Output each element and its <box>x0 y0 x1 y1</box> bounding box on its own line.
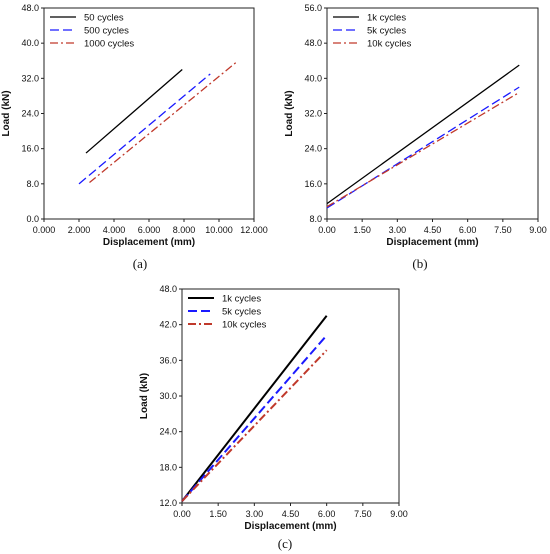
x-tick-label: 4.50 <box>424 225 442 235</box>
y-tick-label: 8.0 <box>26 179 39 189</box>
x-tick-label: 4.50 <box>282 509 300 519</box>
legend-label-1: 1k cycles <box>367 13 406 24</box>
legend-label-3: 10k cycles <box>367 39 412 50</box>
plot-frame <box>43 7 255 220</box>
y-tick-label: 24.0 <box>304 144 322 154</box>
legend: 50 cycles 500 cycles 1000 cycles <box>50 13 134 50</box>
x-tick-label: 6.00 <box>459 225 477 235</box>
panel-caption: (c) <box>278 536 292 551</box>
series-line-1 <box>181 315 328 502</box>
y-tick-label: 8.0 <box>309 214 322 224</box>
y-tick-label: 0.0 <box>26 214 39 224</box>
x-tick-label: 3.00 <box>389 225 407 235</box>
legend: 1k cycles 5k cycles 10k cycles <box>333 13 412 50</box>
series-line-1 <box>326 64 520 205</box>
x-tick-label: 7.50 <box>354 509 372 519</box>
legend-label-3: 1000 cycles <box>84 39 134 50</box>
y-tick-label: 40.0 <box>304 73 322 83</box>
x-tick-label: 7.50 <box>494 225 512 235</box>
y-tick-label: 24.0 <box>159 427 177 437</box>
legend-label-1: 1k cycles <box>222 294 261 305</box>
x-tick-label: 9.00 <box>390 509 408 519</box>
x-axis-label: Displacement (mm) <box>386 237 478 248</box>
y-tick-label: 48.0 <box>304 38 322 48</box>
legend: 1k cycles 5k cycles 10k cycles <box>188 294 267 331</box>
x-tick-label: 9.00 <box>529 225 547 235</box>
y-tick-label: 48.0 <box>159 284 177 294</box>
x-tick-label: 8.000 <box>173 225 196 235</box>
series-line-2 <box>78 73 211 185</box>
y-axis-label: Load (kN) <box>139 373 150 419</box>
plot-frame <box>181 288 400 504</box>
legend-label-2: 500 cycles <box>84 26 129 37</box>
series-line-3 <box>89 61 237 184</box>
x-tick-label: 12.000 <box>240 225 268 235</box>
panel-caption: (b) <box>412 256 427 271</box>
y-tick-label: 56.0 <box>304 3 322 13</box>
x-tick-label: 6.00 <box>318 509 336 519</box>
x-tick-label: 4.000 <box>103 225 126 235</box>
x-tick-label: 2.000 <box>68 225 91 235</box>
y-tick-label: 42.0 <box>159 320 177 330</box>
series-line-2 <box>326 86 520 209</box>
chart-a: 0.000 2.000 4.000 6.000 8.000 10.000 12.000 0.0… <box>1 3 268 271</box>
y-tick-label: 36.0 <box>159 355 177 365</box>
y-axis-label: Load (kN) <box>1 90 12 136</box>
x-axis-label: Displacement (mm) <box>244 521 336 532</box>
legend-label-2: 5k cycles <box>222 307 261 318</box>
series-line-3 <box>181 349 328 502</box>
y-tick-label: 12.0 <box>159 498 177 508</box>
x-axis-label: Displacement (mm) <box>103 237 195 248</box>
legend-label-2: 5k cycles <box>367 26 406 37</box>
x-tick-label: 1.50 <box>353 225 371 235</box>
x-tick-label: 6.000 <box>138 225 161 235</box>
y-tick-label: 48.0 <box>21 3 39 13</box>
y-tick-label: 16.0 <box>304 179 322 189</box>
legend-label-3: 10k cycles <box>222 320 267 331</box>
panel-caption: (a) <box>133 256 147 271</box>
y-tick-label: 30.0 <box>159 391 177 401</box>
series-line-3 <box>326 91 520 208</box>
chart-c: 0.00 1.50 3.00 4.50 6.00 7.50 9.00 12.0 18.0 24.0… <box>139 284 408 551</box>
x-tick-label: 0.00 <box>173 509 191 519</box>
y-tick-label: 32.0 <box>21 73 39 83</box>
x-tick-label: 1.50 <box>209 509 227 519</box>
series-line-2 <box>181 334 328 502</box>
chart-b: 0.00 1.50 3.00 4.50 6.00 7.50 9.00 8.0 16.0 24.0 3… <box>284 3 547 271</box>
x-tick-label: 0.000 <box>33 225 56 235</box>
y-tick-label: 32.0 <box>304 109 322 119</box>
x-tick-label: 0.00 <box>318 225 336 235</box>
series-line-1 <box>85 69 183 154</box>
x-tick-label: 10.000 <box>205 225 233 235</box>
y-axis-label: Load (kN) <box>284 90 295 136</box>
y-tick-label: 16.0 <box>21 144 39 154</box>
x-tick-label: 3.00 <box>246 509 264 519</box>
y-tick-label: 18.0 <box>159 462 177 472</box>
y-tick-label: 24.0 <box>21 109 39 119</box>
y-tick-label: 40.0 <box>21 38 39 48</box>
legend-label-1: 50 cycles <box>84 13 124 24</box>
